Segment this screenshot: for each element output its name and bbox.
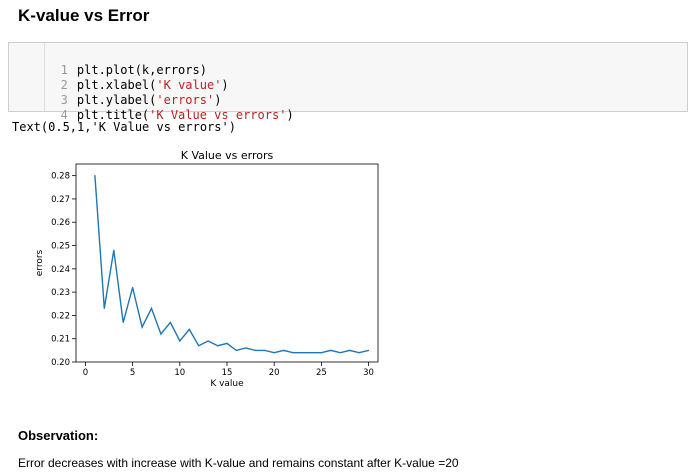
data-point xyxy=(216,345,219,347)
section-heading: K-value vs Error xyxy=(18,6,150,25)
x-tick-label: 0 xyxy=(83,368,88,378)
code-text: ) xyxy=(214,93,222,107)
code-text: plt.plot(k,errors) xyxy=(76,63,207,77)
x-tick-label: 15 xyxy=(222,368,233,378)
code-string: 'errors' xyxy=(156,93,215,107)
data-point xyxy=(273,352,275,354)
plot-frame xyxy=(75,163,379,363)
y-tick-label: 0.20 xyxy=(51,358,70,368)
series-line xyxy=(94,175,369,354)
data-point xyxy=(311,352,313,354)
data-point xyxy=(188,328,190,330)
code-string: 'K value' xyxy=(156,78,222,92)
code-line[interactable]: 4 plt.title('K Value vs errors') xyxy=(9,93,294,122)
data-point xyxy=(254,349,256,351)
line-chart: K Value vs errors 0.20 0.21 0.22 0.23 0.24 0.2… xyxy=(35,149,379,389)
data-point xyxy=(264,349,266,351)
data-point xyxy=(358,352,360,354)
observation-text: Error decreases with increase with K-val… xyxy=(18,456,459,470)
code-text: plt.title( xyxy=(76,108,150,122)
y-tick-label: 0.23 xyxy=(51,288,70,298)
line-number: 1 xyxy=(60,63,68,77)
data-point xyxy=(339,352,341,354)
data-point xyxy=(301,352,304,354)
data-point xyxy=(94,175,96,177)
data-point xyxy=(207,340,209,342)
code-cell[interactable]: 1 plt.plot(k,errors) 2 plt.xlabel('K value… xyxy=(8,42,688,122)
code-line[interactable]: 2 plt.xlabel('K value') xyxy=(9,63,229,92)
code-text: ) xyxy=(221,78,229,92)
data-point xyxy=(292,352,294,354)
data-point xyxy=(113,249,115,251)
x-tick-label: 5 xyxy=(130,368,135,378)
y-axis-label: errors xyxy=(35,249,45,276)
data-point xyxy=(132,286,134,289)
y-tick-label: 0.21 xyxy=(51,335,70,345)
code-line[interactable]: 3 plt.ylabel('errors') xyxy=(9,78,222,107)
code-text: plt.ylabel( xyxy=(76,93,157,107)
line-number-gutter-divider xyxy=(44,43,45,111)
y-tick-label: 0.25 xyxy=(51,242,70,252)
data-point xyxy=(160,333,162,335)
x-tick-label: 10 xyxy=(174,368,185,378)
x-axis-label: K value xyxy=(210,379,244,389)
data-point xyxy=(367,349,370,351)
data-point xyxy=(349,349,351,351)
line-number: 4 xyxy=(60,108,68,122)
data-point xyxy=(103,307,105,310)
y-tick-label: 0.28 xyxy=(51,172,70,182)
data-point xyxy=(226,342,228,344)
line-number: 3 xyxy=(60,93,68,107)
data-point xyxy=(150,307,153,310)
code-text: ) xyxy=(286,108,294,122)
data-point xyxy=(141,326,143,328)
y-tick-label: 0.26 xyxy=(51,218,70,228)
code-line[interactable]: 1 plt.plot(k,errors) xyxy=(9,48,207,77)
x-tick-label: 30 xyxy=(363,368,374,378)
y-tick-label: 0.22 xyxy=(51,311,70,321)
data-point xyxy=(122,321,124,323)
data-point xyxy=(235,349,238,351)
code-string: 'K Value vs errors' xyxy=(149,108,287,122)
data-point xyxy=(245,347,247,349)
y-tick-label: 0.24 xyxy=(51,265,70,275)
observation-heading: Observation: xyxy=(18,428,99,443)
data-point xyxy=(330,349,332,351)
chart-title: K Value vs errors xyxy=(181,149,274,162)
cell-output-text: Text(0.5,1,'K Value vs errors') xyxy=(12,120,236,134)
data-point xyxy=(198,345,200,347)
data-point xyxy=(179,340,181,342)
data-point xyxy=(169,321,171,323)
data-point xyxy=(283,349,285,351)
code-text: plt.xlabel( xyxy=(76,78,157,92)
x-tick-label: 25 xyxy=(316,368,327,378)
data-point xyxy=(320,352,322,354)
x-tick-label: 20 xyxy=(269,368,280,378)
line-number: 2 xyxy=(60,78,68,92)
y-tick-label: 0.27 xyxy=(51,195,70,205)
